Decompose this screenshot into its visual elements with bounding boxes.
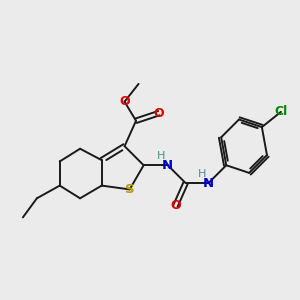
Text: O: O [119,95,130,108]
Text: N: N [203,177,214,190]
Text: H: H [198,169,206,179]
Text: S: S [125,183,134,196]
Text: H: H [157,152,166,161]
Text: N: N [162,159,173,172]
Text: O: O [170,200,181,212]
Text: Cl: Cl [274,105,288,119]
Text: O: O [154,106,164,120]
